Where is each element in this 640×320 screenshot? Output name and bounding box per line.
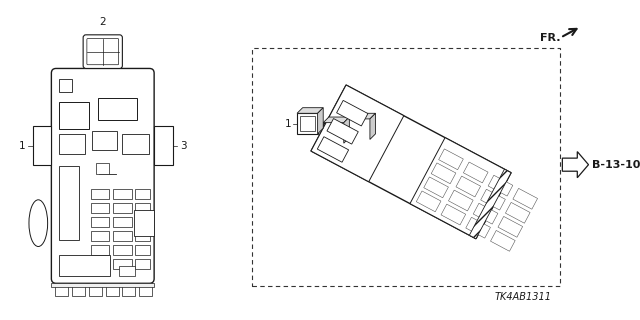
Bar [139, 283, 152, 296]
Text: B-13-10: B-13-10 [592, 160, 640, 170]
Polygon shape [466, 217, 490, 238]
Text: 1: 1 [285, 119, 291, 129]
Bar [136, 245, 150, 255]
Text: TK4AB1311: TK4AB1311 [495, 292, 552, 302]
Bar [55, 283, 68, 296]
Bar [113, 203, 132, 213]
Bar [352, 122, 367, 137]
Bar [91, 203, 109, 213]
Bar [33, 126, 51, 165]
Polygon shape [463, 162, 488, 183]
Polygon shape [441, 204, 466, 225]
Bar [154, 126, 173, 165]
Polygon shape [311, 85, 404, 182]
Bar [98, 98, 138, 120]
Bar [349, 119, 370, 140]
Bar [252, 48, 561, 286]
Text: 3: 3 [180, 140, 187, 150]
FancyBboxPatch shape [87, 39, 118, 65]
Bar [59, 79, 72, 92]
Bar [89, 283, 102, 296]
Text: FR.: FR. [540, 33, 561, 43]
FancyBboxPatch shape [51, 68, 154, 283]
Bar [323, 123, 344, 143]
Polygon shape [498, 216, 523, 237]
Bar [106, 283, 118, 296]
Polygon shape [563, 152, 589, 178]
Polygon shape [370, 113, 376, 140]
Polygon shape [473, 203, 498, 224]
Bar [59, 134, 85, 154]
Text: 1: 1 [19, 140, 25, 150]
Bar [113, 231, 132, 241]
Bar [91, 189, 109, 199]
Bar [113, 217, 132, 227]
Polygon shape [317, 137, 349, 162]
Bar [113, 245, 132, 255]
Polygon shape [327, 118, 358, 144]
Text: 3: 3 [380, 124, 386, 134]
Polygon shape [506, 203, 530, 223]
Polygon shape [438, 149, 463, 170]
Bar [122, 283, 136, 296]
Bar [72, 283, 85, 296]
Bar [59, 255, 110, 276]
Bar [134, 210, 154, 236]
Polygon shape [469, 169, 511, 239]
Bar [51, 283, 154, 287]
Bar [326, 125, 341, 140]
Bar [91, 231, 109, 241]
Polygon shape [311, 85, 511, 239]
FancyBboxPatch shape [83, 35, 122, 68]
Polygon shape [323, 117, 349, 123]
Bar [91, 245, 109, 255]
Bar [91, 259, 109, 269]
Bar [136, 203, 150, 213]
Polygon shape [431, 163, 456, 184]
Polygon shape [513, 188, 538, 209]
Polygon shape [337, 100, 368, 126]
Bar [136, 231, 150, 241]
Polygon shape [481, 189, 506, 210]
Polygon shape [410, 138, 511, 239]
Text: 2: 2 [330, 151, 337, 161]
Bar [297, 113, 317, 134]
Polygon shape [416, 191, 441, 212]
Bar [122, 134, 148, 154]
Bar [96, 163, 109, 174]
Text: 2: 2 [99, 17, 106, 27]
Polygon shape [490, 230, 515, 251]
Bar [92, 132, 116, 150]
Bar [59, 166, 79, 240]
Bar [113, 189, 132, 199]
Ellipse shape [29, 200, 47, 246]
Bar [136, 217, 150, 227]
Bar [91, 217, 109, 227]
Polygon shape [317, 108, 323, 134]
Bar [59, 102, 89, 129]
Polygon shape [449, 190, 473, 211]
Polygon shape [424, 177, 449, 198]
Bar [136, 259, 150, 269]
Bar [300, 116, 315, 131]
Bar [136, 189, 150, 199]
Polygon shape [488, 175, 513, 196]
Polygon shape [297, 108, 323, 113]
Polygon shape [349, 113, 376, 119]
Polygon shape [344, 117, 349, 143]
Bar [118, 267, 136, 276]
Polygon shape [456, 176, 481, 197]
Bar [113, 259, 132, 269]
